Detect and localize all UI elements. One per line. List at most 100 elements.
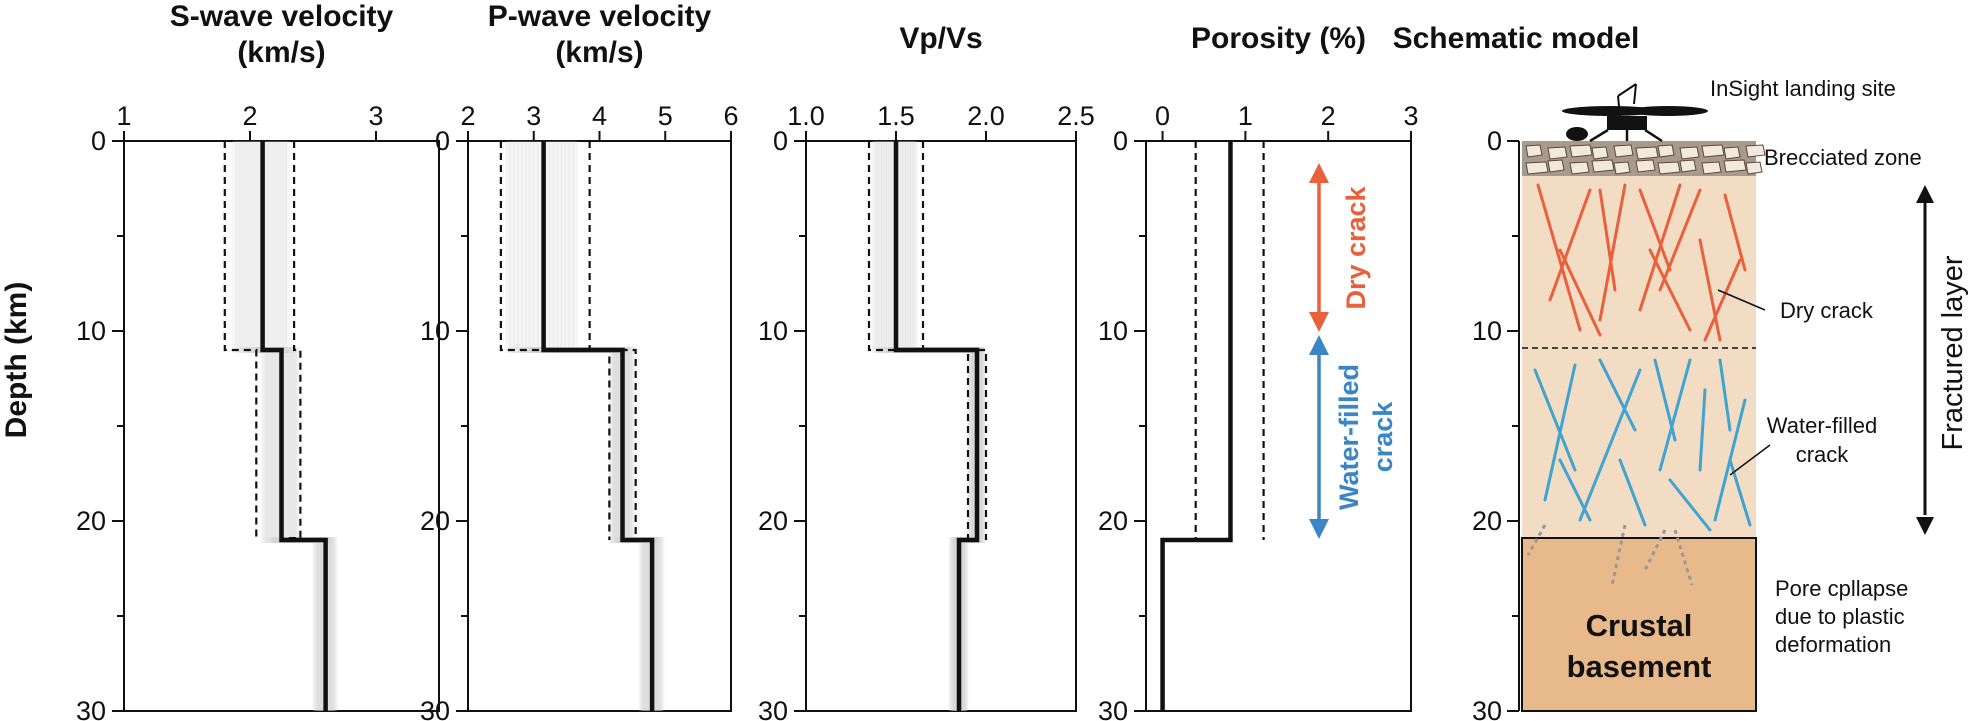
- water-crack-arrow: [1309, 335, 1329, 539]
- panel-title: (km/s): [555, 36, 643, 69]
- ensemble-model-line: [268, 141, 332, 711]
- x-tick-label: 1: [1238, 101, 1253, 131]
- ensemble-model-line: [902, 141, 984, 711]
- x-tick-label: 5: [658, 101, 673, 131]
- pore-collapse-label-2: due to plastic: [1775, 604, 1905, 629]
- ensemble-model-line: [275, 141, 335, 711]
- x-tick-label: 0: [1155, 101, 1170, 131]
- x-tick-label: 2: [242, 101, 257, 131]
- ensemble-model-line: [885, 141, 978, 711]
- ensemble-model-line: [244, 141, 323, 711]
- ensemble-model-line: [512, 141, 647, 711]
- x-tick-label: 1: [116, 101, 131, 131]
- plot-frame: [805, 140, 1077, 712]
- breccia-clast: [1613, 144, 1634, 158]
- water-cracks: [1533, 358, 1752, 532]
- ensemble-model-line: [572, 141, 665, 711]
- ensemble-model-line: [231, 141, 319, 711]
- panel-title: P-wave velocity: [488, 0, 712, 33]
- y-tick-label: 30: [758, 696, 788, 721]
- ensemble-model-line: [909, 141, 986, 711]
- y-tick-label: 0: [1487, 126, 1502, 156]
- basement-label-1: Crustal: [1586, 608, 1693, 643]
- breccia-clast: [1745, 161, 1763, 175]
- best-model-line: [260, 141, 328, 711]
- y-tick-label: 20: [76, 506, 106, 536]
- y-tick-label: 10: [1472, 316, 1502, 346]
- schematic-depth-ticks: 0 10 20 30: [1472, 126, 1519, 721]
- dry-crack-label: Dry crack: [1341, 185, 1371, 309]
- ensemble-model-line: [284, 141, 338, 711]
- breccia-clast: [1635, 146, 1659, 160]
- breccia-clast: [1745, 144, 1766, 158]
- breccia-clast: [1679, 146, 1700, 160]
- x-tick-label: 3: [1403, 101, 1418, 131]
- x-tick-label: 2.5: [1057, 101, 1095, 131]
- y-tick-label: 20: [1098, 506, 1128, 536]
- breccia-clast: [1723, 146, 1741, 160]
- breccia-clast: [1635, 159, 1656, 173]
- breccia-clast: [1569, 161, 1590, 175]
- dry-crack-arrow: [1309, 163, 1329, 332]
- water-crack-label-2: crack: [1368, 401, 1398, 473]
- ensemble-model-line: [564, 141, 663, 711]
- y-tick-label: 30: [1098, 696, 1128, 721]
- y-tick-label: 10: [420, 316, 450, 346]
- ensemble-model-line: [241, 141, 322, 711]
- schematic-title: Schematic model: [1393, 22, 1640, 55]
- best-model-line: [541, 141, 655, 711]
- y-tick-label: 30: [420, 696, 450, 721]
- fractured-layer: [1522, 176, 1756, 538]
- y-tick-label: 30: [76, 696, 106, 721]
- x-tick-label: 1.0: [787, 101, 825, 131]
- schematic-model: Schematic model 0 10 20 30: [1393, 22, 1969, 721]
- ensemble-model-line: [560, 141, 661, 711]
- panel-title: S-wave velocity: [170, 0, 394, 33]
- x-tick-label: 2: [1321, 101, 1336, 131]
- y-tick-label: 20: [420, 506, 450, 536]
- y-axis-label: Depth (km): [0, 282, 33, 439]
- water-crack-label-1: Water-filled: [1334, 364, 1364, 510]
- ensemble-model-line: [528, 141, 652, 711]
- breccia-clast: [1657, 161, 1681, 175]
- ensemble-model-line: [905, 141, 984, 711]
- y-tick-label: 20: [758, 506, 788, 536]
- breccia-clast: [1679, 159, 1697, 173]
- ensemble-model-line: [271, 141, 334, 711]
- breccia-clast: [1547, 159, 1565, 173]
- breccia-clast: [1613, 161, 1631, 175]
- y-tick-label: 10: [758, 316, 788, 346]
- y-tick-label: 0: [1113, 126, 1128, 156]
- breccia-clast: [1701, 161, 1722, 175]
- y-tick-label: 10: [1098, 316, 1128, 346]
- ensemble-model-line: [238, 141, 321, 711]
- ensemble-model-line: [548, 141, 658, 711]
- breccia-clast: [1525, 144, 1543, 158]
- ensemble-model-line: [907, 141, 985, 711]
- pore-collapse-label-1: Pore cpllapse: [1775, 576, 1908, 601]
- y-tick-label: 10: [76, 316, 106, 346]
- panel-title: Vp/Vs: [899, 22, 982, 55]
- water-filled-label-1: Water-filled: [1767, 413, 1877, 438]
- ensemble-model-line: [876, 141, 975, 711]
- p-wave-velocity-panel: P-wave velocity(km/s) 2 3 4 5 6 0 10 20 30: [420, 0, 739, 721]
- ensemble-model-line: [516, 141, 649, 711]
- breccia-clast: [1547, 146, 1568, 160]
- ensemble-model-line: [912, 141, 987, 711]
- panel-title: Porosity (%): [1191, 22, 1366, 55]
- y-tick-label: 0: [773, 126, 788, 156]
- ensemble-model-line: [871, 141, 973, 711]
- ensemble-model-line: [552, 141, 659, 711]
- ensemble-model-line: [568, 141, 664, 711]
- fractured-layer-label: Fractured layer: [1937, 255, 1969, 450]
- x-tick-label: 4: [592, 101, 607, 131]
- y-tick-label: 0: [91, 126, 106, 156]
- brecciated-zone-label: Brecciated zone: [1764, 145, 1922, 170]
- x-tick-label: 2: [460, 101, 475, 131]
- ensemble-model-line: [234, 141, 320, 711]
- ensemble-model-line: [556, 141, 660, 711]
- ensemble-model-line: [524, 141, 651, 711]
- best-model-line: [1160, 141, 1233, 711]
